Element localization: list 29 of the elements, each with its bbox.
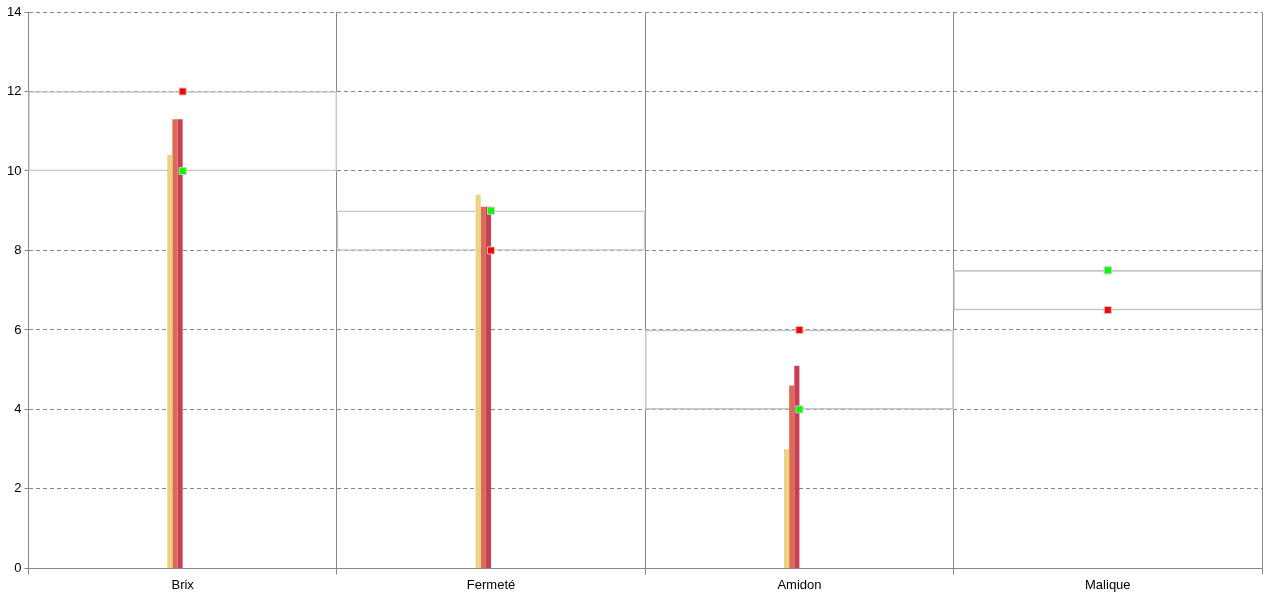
x-tick-label: Amidon [777, 576, 822, 592]
bar [475, 194, 481, 568]
point [487, 206, 496, 215]
y-tick-label: 8 [14, 242, 22, 258]
x-tick-label: Brix [171, 576, 195, 592]
y-tick-label: 14 [6, 3, 22, 19]
bar [480, 206, 486, 568]
bar [794, 365, 800, 568]
point [178, 87, 187, 96]
y-tick-label: 4 [14, 401, 22, 417]
x-tick-label: Malique [1085, 576, 1131, 592]
bar [789, 385, 795, 568]
point [1103, 266, 1112, 275]
bar [485, 206, 492, 568]
y-tick-label: 10 [6, 162, 22, 178]
bar [784, 449, 790, 568]
point [487, 246, 496, 255]
point [795, 325, 804, 334]
y-tick-label: 12 [6, 83, 22, 99]
bar [167, 155, 173, 568]
point [1103, 306, 1112, 315]
point [178, 166, 187, 176]
bar [177, 119, 183, 568]
y-tick-label: 2 [14, 480, 22, 496]
point [795, 405, 804, 414]
x-tick-label: Fermeté [466, 576, 516, 592]
y-tick-label: 6 [14, 321, 22, 337]
y-tick-label: 0 [14, 559, 22, 575]
bar [172, 119, 178, 568]
